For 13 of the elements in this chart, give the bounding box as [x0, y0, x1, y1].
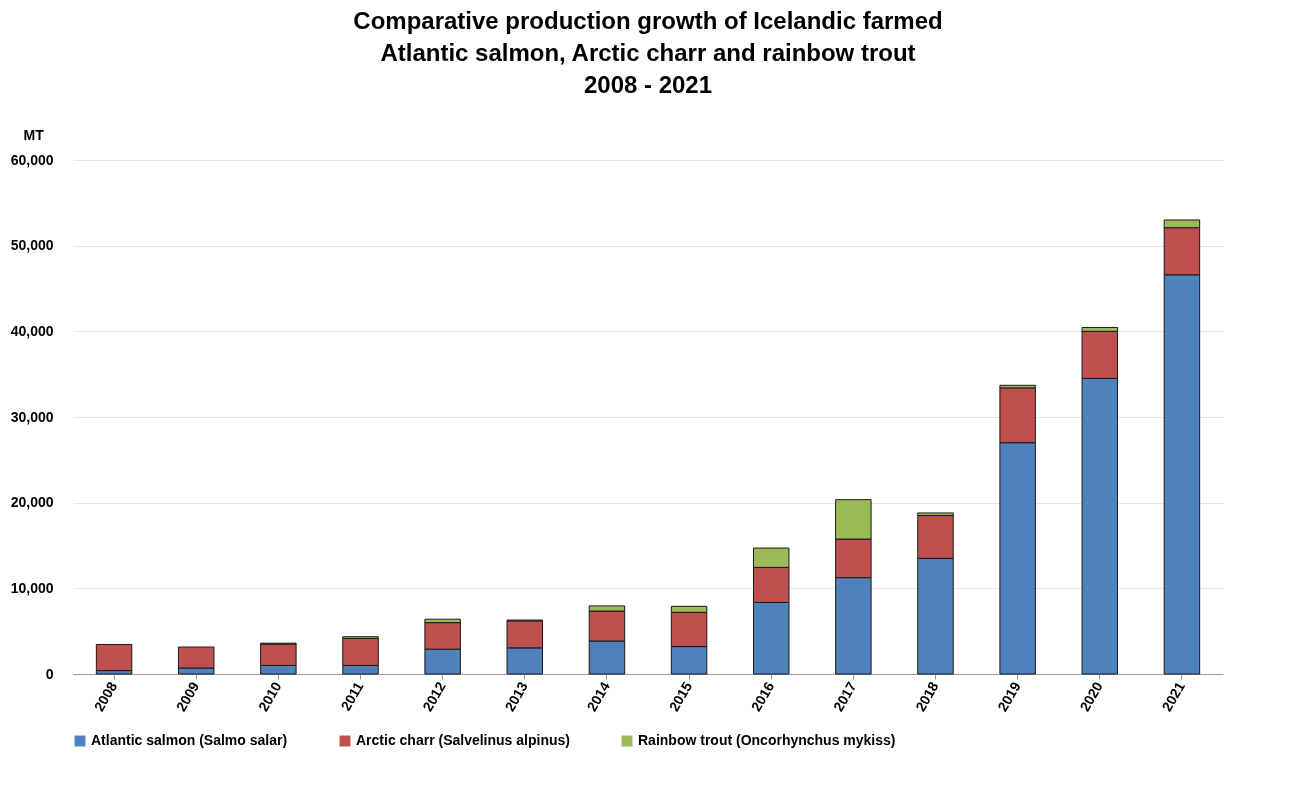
y-tick-label: 50,000 [10, 237, 54, 254]
legend-label: Arctic charr (Salvelinus alpinus) [356, 732, 570, 748]
legend-label: Atlantic salmon (Salmo salar) [91, 732, 288, 748]
y-tick-label: 20,000 [10, 494, 54, 511]
bar [95, 643, 133, 672]
y-tick-label: 60,000 [10, 151, 54, 168]
y-tick-label: 10,000 [10, 579, 54, 596]
y-tick-label: 30,000 [10, 408, 54, 425]
chart-title: Comparative production growth of Icelandic farmed Atlantic salmon, Arctic charr and rainbow trout 2008 - 2021 [353, 7, 943, 98]
legend-label: Rainbow trout (Oncorhynchus mykiss) [638, 732, 896, 748]
y-tick-label: 40,000 [10, 322, 54, 339]
y-axis-title: MT [23, 126, 45, 143]
y-tick-label: 0 [45, 665, 54, 682]
